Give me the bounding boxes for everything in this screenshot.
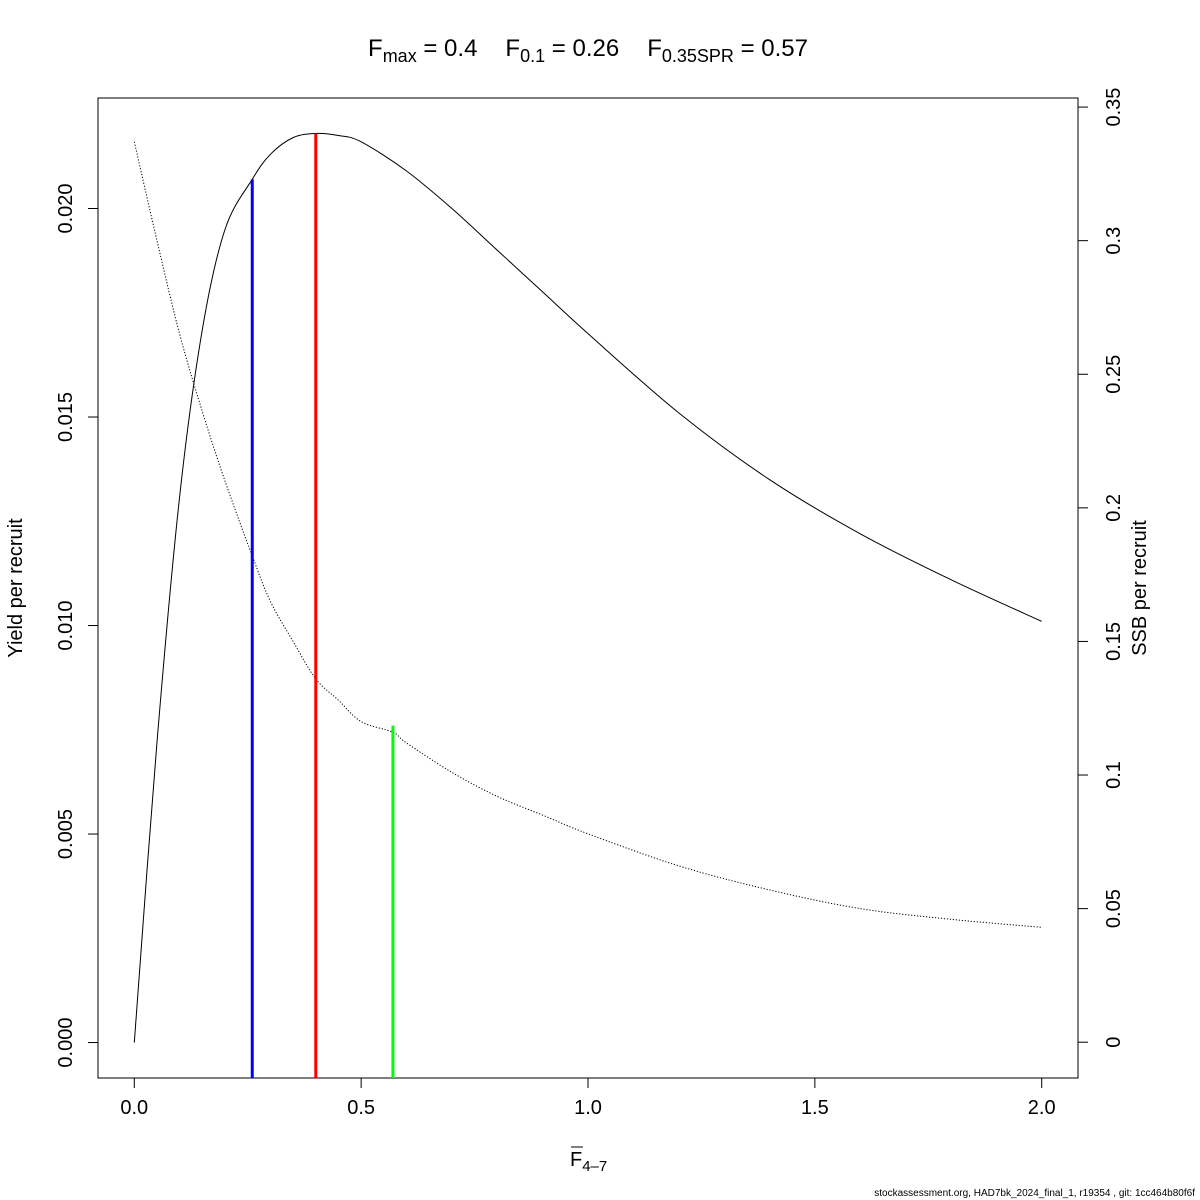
- title-part-2-value: = 0.57: [734, 35, 808, 62]
- y-tick-label-1: 0.005: [55, 809, 77, 859]
- y2-axis-label: SSB per recruit: [1129, 520, 1151, 656]
- series-ssb-per-recruit-line: [133, 141, 1042, 928]
- reference-lines: [250, 133, 395, 1078]
- title-part-2: F: [647, 35, 662, 62]
- title-part-0-value: = 0.4: [417, 35, 478, 62]
- plot-frame: [97, 97, 1079, 1079]
- title-part-2-sub: 0.35SPR: [662, 46, 734, 66]
- y-axis-left: 0.000 0.005 0.010 0.015 0.020: [55, 183, 98, 1068]
- y2-tick-label-2: 0.1: [1103, 761, 1125, 789]
- title-part-1: F: [505, 35, 520, 62]
- y-tick-label-4: 0.020: [55, 183, 77, 233]
- x-tick-label-3: 1.5: [801, 1097, 829, 1119]
- y2-tick-label-0: 0: [1103, 1037, 1125, 1048]
- x-axis: 0.0 0.5 1.0 1.5 2.0: [120, 1078, 1056, 1119]
- x-tick-label-0: 0.0: [120, 1097, 148, 1119]
- svg-text:F4–7: F4–7: [570, 1149, 607, 1175]
- y-tick-label-3: 0.015: [55, 392, 77, 442]
- title-part-0-sub: max: [383, 46, 417, 66]
- title-part-0: F: [368, 35, 383, 62]
- footer-text: stockassessment.org, HAD7bk_2024_final_1…: [874, 1188, 1195, 1199]
- x-tick-label-1: 0.5: [347, 1097, 375, 1119]
- y-tick-label-0: 0.000: [55, 1018, 77, 1068]
- y-axis-right: 0 0.05 0.1 0.15 0.2 0.25 0.3 0.35: [1078, 88, 1125, 1048]
- x-axis-label: F4–7: [570, 1146, 607, 1175]
- chart-title: Fmax = 0.4 F0.1 = 0.26 F0.35SPR = 0.57: [368, 35, 808, 66]
- y2-tick-label-1: 0.05: [1103, 889, 1125, 928]
- title-part-1-sub: 0.1: [520, 46, 545, 66]
- y2-tick-label-4: 0.2: [1103, 494, 1125, 522]
- y2-tick-label-7: 0.35: [1103, 88, 1125, 127]
- x-axis-label-base: F: [570, 1149, 582, 1171]
- x-tick-label-4: 2.0: [1028, 1097, 1056, 1119]
- y-tick-label-2: 0.010: [55, 601, 77, 651]
- x-tick-label-2: 1.0: [574, 1097, 602, 1119]
- series-yield-per-recruit-line: [133, 132, 1042, 1043]
- series-group: [133, 132, 1042, 1043]
- x-axis-label-sub: 4–7: [582, 1158, 607, 1175]
- y2-tick-label-5: 0.25: [1103, 355, 1125, 394]
- title-part-1-value: = 0.26: [545, 35, 619, 62]
- y2-tick-label-3: 0.15: [1103, 622, 1125, 661]
- y2-tick-label-6: 0.3: [1103, 227, 1125, 255]
- y-axis-label: Yield per recruit: [5, 518, 27, 658]
